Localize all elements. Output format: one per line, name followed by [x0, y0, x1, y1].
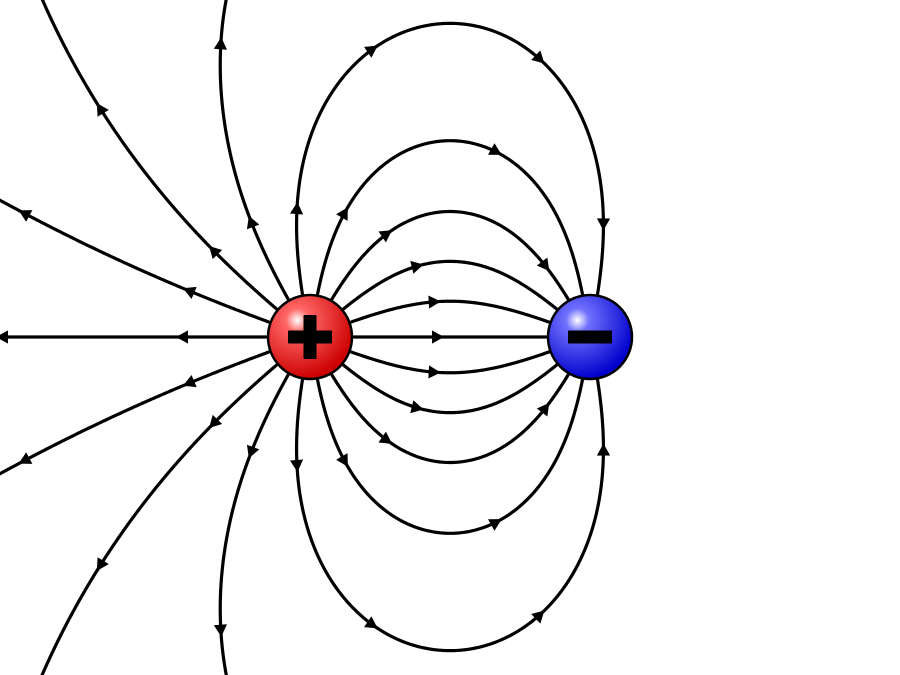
dipole-field-diagram	[0, 0, 900, 675]
field-arrow	[290, 460, 303, 472]
field-arrow	[597, 218, 610, 230]
field-arrow	[597, 444, 610, 456]
field-line	[297, 23, 604, 294]
field-arrow	[0, 330, 8, 343]
field-line	[297, 380, 604, 651]
minus-symbol	[568, 331, 612, 344]
field-arrow	[432, 330, 444, 343]
field-line	[332, 212, 568, 300]
field-arrow	[410, 400, 423, 413]
plus-symbol-v	[304, 315, 317, 359]
field-line	[351, 352, 550, 373]
field-line	[220, 375, 288, 675]
field-arrow	[176, 330, 188, 343]
field-line	[332, 375, 568, 463]
field-line	[318, 141, 583, 294]
field-arrow	[428, 365, 440, 378]
field-line	[0, 365, 276, 675]
field-arrow	[214, 37, 227, 49]
field-arrow	[290, 202, 303, 214]
field-line	[1, 0, 276, 309]
field-line	[351, 301, 550, 322]
field-line	[220, 0, 288, 299]
field-line	[318, 380, 583, 533]
field-arrow	[214, 624, 227, 636]
field-arrow	[428, 295, 440, 308]
field-arrow	[410, 261, 423, 274]
